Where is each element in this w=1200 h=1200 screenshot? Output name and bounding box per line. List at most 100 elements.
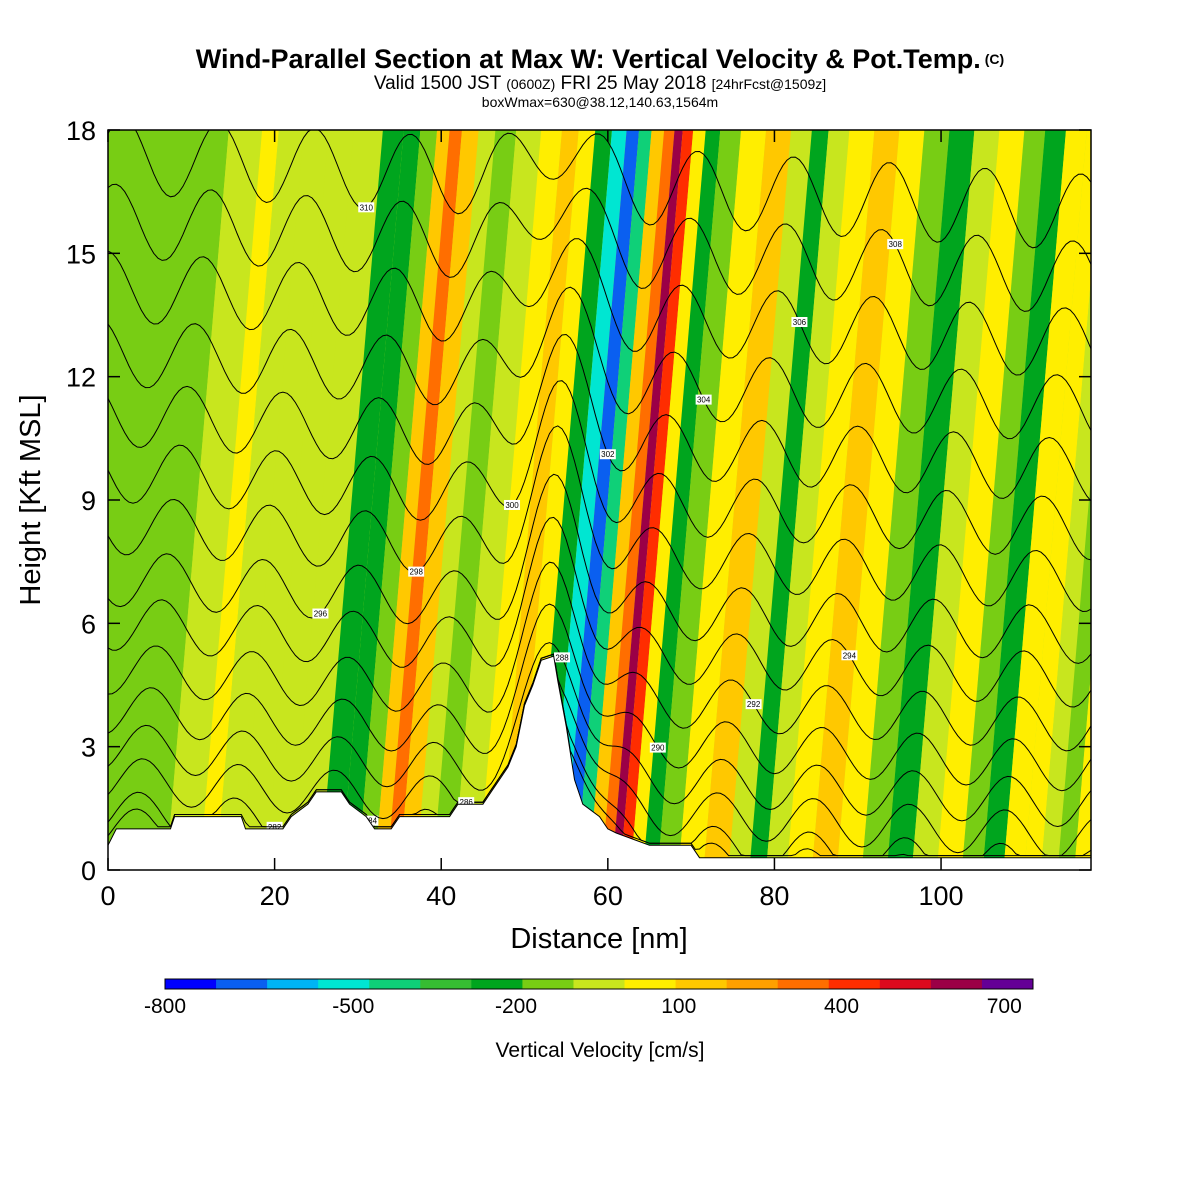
velocity-cell [432, 130, 517, 870]
title-block: Wind-Parallel Section at Max W: Vertical… [0, 44, 1200, 110]
contour-label: 296 [314, 610, 328, 619]
x-tick-label: 40 [426, 881, 456, 911]
theta-contour [108, 130, 1091, 249]
x-tick-label: 60 [593, 881, 623, 911]
velocity-cell [341, 130, 421, 870]
contour-label-bg [887, 239, 904, 250]
velocity-cell [766, 130, 850, 870]
contour-label: 300 [505, 501, 519, 510]
y-tick-label: 15 [66, 239, 96, 269]
contour-label: 294 [843, 651, 857, 660]
colorbar-swatch [930, 979, 983, 989]
colorbar: -800 -500 -200 100 400 700 [144, 978, 1034, 1018]
contour-label-bg [362, 815, 379, 826]
y-tick-label: 6 [81, 609, 96, 639]
contour-label-bg [408, 566, 425, 577]
terrain [108, 655, 1091, 870]
x-axis-label: Distance [nm] [510, 923, 687, 955]
contour-label: 284 [364, 817, 378, 826]
y-tick-label: 3 [81, 733, 96, 763]
colorbar-swatch [522, 979, 574, 989]
contour-label: 286 [460, 798, 474, 807]
velocity-cell [1074, 672, 1091, 870]
y-tick-label: 0 [81, 856, 96, 886]
velocity-cell [320, 130, 404, 870]
velocity-cell [266, 130, 354, 870]
colorbar-frame [164, 978, 1034, 990]
colorbar-tick-label: 700 [987, 995, 1022, 1018]
contour-label-bg [695, 394, 712, 405]
contour-label-bg [791, 317, 808, 328]
colorbar-tick-label: -200 [495, 995, 537, 1018]
velocity-cell [549, 130, 627, 870]
colorbar-swatch [726, 979, 779, 989]
x-tick-label: 20 [260, 881, 290, 911]
colorbar-swatch [879, 979, 932, 989]
valid-time: Valid 1500 JST (0600Z) FRI 25 May 2018 [… [373, 73, 827, 94]
contour-label-bg [649, 742, 666, 753]
contour-label: 308 [889, 240, 903, 249]
velocity-cell [589, 130, 665, 870]
colorbar-label: Vertical Velocity [cm/s] [496, 1039, 705, 1062]
box-info: boxWmax=630@38.12,140.63,1564m [481, 94, 719, 110]
velocity-field [108, 130, 1091, 870]
contour-label-bg [841, 650, 858, 661]
colorbar-tick-label: 400 [824, 995, 859, 1018]
contour-label: 288 [555, 653, 569, 662]
velocity-cell [657, 130, 742, 870]
velocity-cell [291, 130, 383, 870]
theta-contour [108, 333, 1091, 502]
contour-label: 306 [793, 318, 807, 327]
velocity-cell [911, 130, 1000, 870]
colorbar-swatch [471, 979, 523, 989]
theta-contour [108, 561, 1091, 752]
colorbar-swatch [369, 979, 421, 989]
x-tick-label: 0 [100, 881, 115, 911]
velocity-cell [601, 130, 675, 870]
velocity-cell [811, 130, 900, 870]
theta-contour [108, 653, 1091, 857]
colorbar-tick-label: 100 [661, 995, 696, 1018]
theta-contour [108, 642, 1091, 828]
velocity-cell [749, 130, 829, 870]
contour-label-bg [458, 797, 475, 808]
colorbar-swatch [267, 979, 319, 989]
contour-label-bg [504, 499, 521, 510]
velocity-cell [357, 130, 438, 870]
velocity-cell [786, 130, 875, 870]
velocity-cell [728, 130, 812, 870]
colorbar-swatch [165, 979, 217, 989]
theta-contour [108, 653, 1091, 857]
contour-label-bg [358, 202, 375, 213]
colorbar-swatch [981, 979, 1034, 989]
chart-title: Wind-Parallel Section at Max W: Vertical… [195, 44, 1005, 74]
colorbar-tick-label: -500 [332, 995, 374, 1018]
velocity-cell [166, 130, 263, 870]
velocity-cell [1003, 130, 1087, 870]
x-tick-label: 100 [919, 881, 964, 911]
theta-contour [108, 380, 1091, 561]
contour-label-bg [745, 699, 762, 710]
colorbar-swatch [675, 979, 728, 989]
colorbar-swatch [573, 979, 626, 989]
y-axis-label: Height [Kft MSL] [15, 394, 47, 605]
contour-label-bg [599, 449, 616, 460]
theta-contour [108, 603, 1091, 792]
velocity-cell [478, 130, 562, 870]
velocity-cell [576, 130, 652, 870]
axes: 0 20 40 60 80 100 0 3 6 9 12 15 18 [66, 116, 1091, 911]
theta-contour [108, 473, 1091, 664]
theta-contour [108, 516, 1091, 708]
title-mark: (C) [984, 51, 1005, 67]
velocity-cell [453, 130, 542, 870]
colorbar-swatch [828, 979, 881, 989]
contour-label-bg [312, 608, 329, 619]
y-tick-label: 12 [66, 363, 96, 393]
velocity-cell [861, 130, 950, 870]
y-tick-label: 18 [66, 116, 96, 146]
velocity-cell [216, 130, 304, 870]
theta-contour [108, 286, 1091, 440]
velocity-cell [108, 130, 229, 870]
colorbar-swatch [216, 979, 268, 989]
